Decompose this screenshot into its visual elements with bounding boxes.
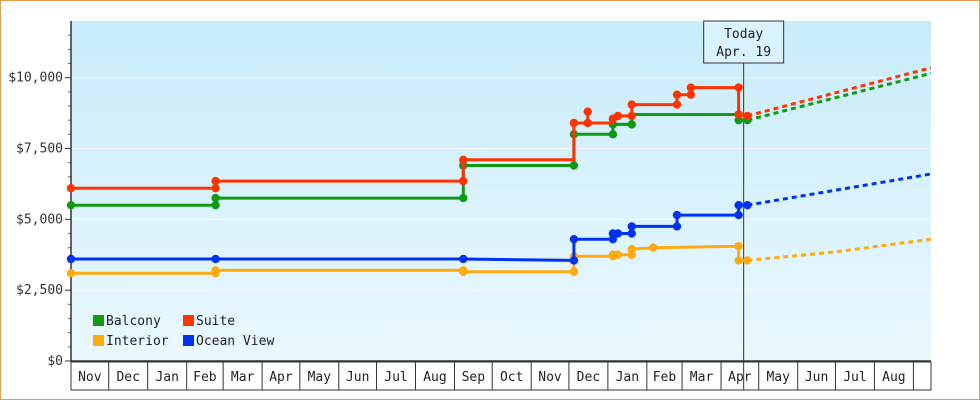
y-tick-label: $5,000 (16, 212, 63, 227)
y-tick-label: $7,500 (16, 142, 63, 157)
data-point-suite (686, 83, 696, 92)
data-point-ocean-view (734, 210, 743, 220)
projection-line-ocean-view (747, 172, 932, 207)
month-label: Apr (269, 370, 293, 385)
data-point-suite (583, 107, 592, 116)
data-point-suite (627, 111, 636, 121)
data-point-suite (627, 100, 636, 109)
data-point-ocean-view (743, 200, 752, 210)
data-point-ocean-view (672, 222, 682, 231)
data-point-interior (211, 266, 220, 275)
month-label: Mar (690, 370, 714, 385)
month-label: Jun (805, 370, 828, 385)
month-label: Aug (423, 370, 446, 385)
data-point-balcony (66, 200, 76, 210)
y-tick-label: $10,000 (8, 71, 63, 86)
month-label: Oct (500, 370, 523, 385)
month-label: Jul (843, 370, 866, 385)
data-point-ocean-view (627, 229, 636, 238)
data-point-suite (672, 100, 682, 109)
data-point-suite (734, 83, 743, 92)
data-point-suite (734, 110, 743, 119)
data-point-suite (459, 176, 468, 186)
month-label: Sep (462, 370, 486, 385)
data-point-ocean-view (211, 254, 220, 264)
month-label: Feb (653, 370, 677, 385)
data-point-ocean-view (672, 210, 682, 220)
data-point-ocean-view (66, 254, 76, 264)
month-label: Jul (384, 370, 407, 385)
month-label: Apr (728, 370, 752, 385)
month-label: Jun (346, 370, 369, 385)
data-point-ocean-view (569, 234, 579, 244)
legend-swatch-ocean-view (183, 335, 194, 346)
data-point-interior (569, 267, 579, 276)
data-point-suite (569, 118, 579, 128)
data-point-suite (211, 176, 220, 186)
data-point-interior (613, 250, 623, 259)
data-point-interior (459, 267, 468, 276)
today-box (703, 20, 785, 64)
projection-line-balcony (747, 71, 932, 122)
data-point-interior (648, 243, 658, 252)
month-label: Mar (231, 370, 255, 385)
projection-line-suite (747, 66, 932, 118)
data-point-balcony (211, 200, 220, 210)
month-label: Nov (538, 370, 562, 385)
data-point-ocean-view (569, 256, 579, 265)
plot-background (71, 21, 931, 361)
month-axis (70, 361, 932, 391)
month-label: Jan (616, 370, 639, 385)
data-point-suite (686, 90, 696, 99)
data-point-ocean-view (627, 222, 636, 231)
data-point-suite (743, 111, 752, 121)
today-date-label: Apr. 19 (716, 45, 771, 60)
data-point-suite (459, 155, 468, 165)
data-point-balcony (569, 161, 579, 170)
legend-label-ocean-view: Ocean View (196, 334, 274, 349)
legend-swatch-balcony (93, 315, 104, 326)
data-point-interior (743, 256, 752, 265)
month-label: May (766, 370, 790, 385)
legend-swatch-interior (93, 335, 104, 346)
data-point-balcony (459, 193, 468, 203)
month-label: Dec (116, 370, 139, 385)
month-label: May (308, 370, 332, 385)
data-point-balcony (211, 193, 220, 203)
legend-label-suite: Suite (196, 314, 235, 329)
month-label: Jan (155, 370, 178, 385)
projection-line-interior (747, 237, 932, 262)
data-point-interior (734, 256, 743, 265)
data-point-suite (66, 183, 76, 193)
data-point-suite (583, 118, 592, 128)
data-point-ocean-view (613, 229, 623, 238)
legend-label-interior: Interior (106, 334, 169, 349)
data-point-balcony (608, 130, 618, 139)
y-tick-label: $2,500 (16, 283, 63, 298)
legend-label-balcony: Balcony (106, 314, 161, 329)
data-point-ocean-view (459, 254, 468, 264)
month-label: Aug (882, 370, 905, 385)
month-label: Dec (577, 370, 600, 385)
month-label: Nov (78, 370, 102, 385)
y-tick-label: $0 (47, 354, 63, 369)
data-point-interior (66, 268, 76, 278)
data-point-ocean-view (734, 200, 743, 210)
series-line-balcony (71, 113, 748, 207)
today-label: Today (724, 27, 763, 42)
data-point-suite (211, 183, 220, 193)
data-point-suite (613, 111, 623, 121)
data-point-balcony (627, 120, 636, 129)
legend-swatch-suite (183, 315, 194, 326)
data-point-interior (627, 244, 636, 254)
month-label: Feb (193, 370, 217, 385)
data-point-suite (672, 90, 682, 99)
data-point-interior (734, 242, 743, 251)
